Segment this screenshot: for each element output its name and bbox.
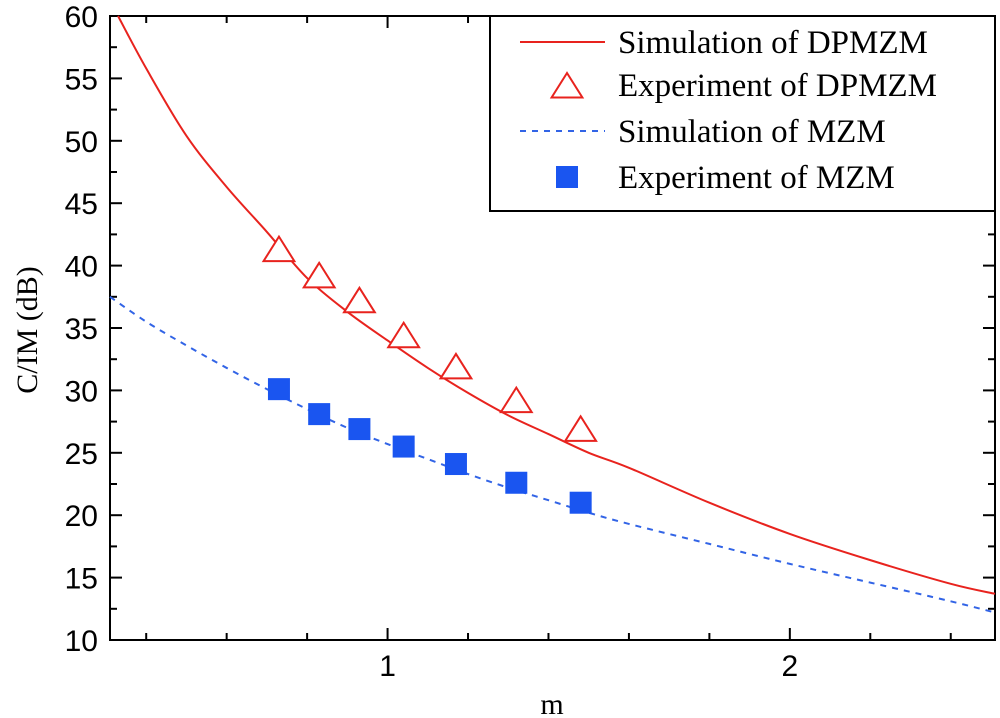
- y-tick-label: 10: [65, 625, 98, 658]
- data-point-square: [267, 378, 290, 401]
- data-point-triangle: [563, 414, 598, 442]
- data-point-triangle: [261, 234, 297, 263]
- x-tick-label: 2: [781, 650, 798, 683]
- legend: Simulation of DPMZM Experiment of DPMZM Si…: [489, 15, 996, 212]
- legend-label: Experiment of DPMZM: [618, 68, 937, 104]
- series-experiment-of-mzm: [267, 378, 592, 514]
- data-point-triangle: [438, 352, 474, 380]
- y-tick-label: 25: [65, 438, 98, 471]
- legend-label: Simulation of DPMZM: [618, 25, 928, 61]
- y-tick-label: 50: [65, 126, 98, 159]
- y-axis-label: C/IM (dB): [11, 266, 44, 394]
- data-point-square: [505, 471, 528, 494]
- y-tick-label: 15: [65, 563, 98, 596]
- y-tick-label: 40: [65, 251, 98, 284]
- series-experiment-of-dpmzm: [261, 234, 598, 442]
- series-line: [117, 15, 996, 595]
- legend-swatch-square: [556, 166, 578, 188]
- data-point-triangle: [499, 385, 534, 414]
- y-tick-label: 35: [65, 313, 98, 346]
- legend-item: Simulation of DPMZM: [520, 25, 928, 61]
- y-tick-label: 55: [65, 63, 98, 96]
- legend-item: Experiment of DPMZM: [549, 68, 937, 104]
- data-point-triangle: [386, 320, 421, 349]
- data-point-square: [569, 491, 592, 514]
- legend-label: Experiment of MZM: [618, 160, 895, 196]
- y-axis-ticks: 10 15 20 25 30 35 40 45 50 55 60: [65, 1, 995, 658]
- series-layer: [109, 15, 996, 614]
- x-axis-label: m: [540, 688, 563, 718]
- y-tick-label: 60: [65, 1, 98, 34]
- data-point-square: [348, 418, 371, 441]
- series-simulation-of-mzm: [109, 295, 996, 614]
- legend-label: Simulation of MZM: [618, 114, 886, 150]
- legend-swatch-triangle: [549, 71, 585, 99]
- legend-item: Simulation of MZM: [520, 114, 886, 150]
- data-point-square: [444, 453, 467, 476]
- series-line: [109, 295, 996, 614]
- data-point-triangle: [342, 285, 377, 314]
- y-tick-label: 20: [65, 500, 98, 533]
- y-tick-label: 45: [65, 188, 98, 221]
- series-simulation-of-dpmzm: [117, 15, 996, 595]
- data-point-triangle: [301, 260, 337, 289]
- data-point-square: [392, 435, 415, 458]
- y-tick-label: 30: [65, 375, 98, 408]
- legend-item: Experiment of MZM: [556, 160, 895, 196]
- data-point-square: [308, 403, 331, 426]
- x-tick-label: 1: [379, 650, 396, 683]
